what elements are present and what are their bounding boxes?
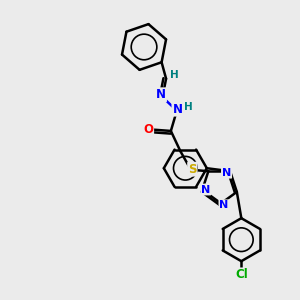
Text: N: N: [172, 103, 182, 116]
Text: N: N: [156, 88, 166, 101]
Text: Cl: Cl: [235, 268, 248, 281]
Text: O: O: [143, 123, 153, 136]
Text: H: H: [170, 70, 179, 80]
Text: N: N: [201, 184, 210, 194]
Text: N: N: [219, 200, 229, 210]
Text: H: H: [184, 102, 193, 112]
Text: S: S: [188, 163, 196, 176]
Text: N: N: [222, 168, 231, 178]
